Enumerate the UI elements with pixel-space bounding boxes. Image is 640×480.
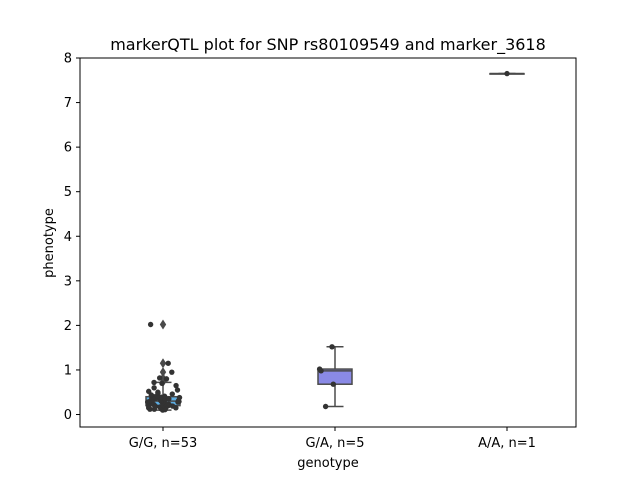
outlier-marker xyxy=(159,319,167,330)
data-point xyxy=(147,321,154,328)
x-tick-label: G/G, n=53 xyxy=(129,436,197,451)
data-point xyxy=(151,385,157,391)
y-tick-label: 4 xyxy=(64,230,72,245)
y-tick-label: 3 xyxy=(64,274,72,289)
data-point xyxy=(151,379,157,386)
data-point xyxy=(159,380,165,387)
data-point xyxy=(169,369,175,375)
data-point xyxy=(176,394,183,401)
x-axis-label: genotype xyxy=(297,456,358,471)
data-point xyxy=(316,366,323,372)
point-group xyxy=(145,321,183,413)
y-tick-label: 7 xyxy=(64,96,72,111)
point-group xyxy=(316,344,337,410)
y-tick-label: 8 xyxy=(64,52,72,67)
outlier-marker xyxy=(159,358,167,369)
data-point xyxy=(330,381,337,387)
data-point xyxy=(156,375,163,381)
y-tick-label: 2 xyxy=(64,319,72,334)
data-point xyxy=(174,387,181,393)
y-tick-label: 1 xyxy=(64,363,72,378)
data-point xyxy=(155,389,161,395)
data-point xyxy=(322,403,329,410)
plot-area xyxy=(145,70,525,413)
y-tick-label: 0 xyxy=(64,408,72,423)
data-point xyxy=(173,382,179,389)
x-tick-label: G/A, n=5 xyxy=(305,436,364,451)
data-point xyxy=(169,391,175,397)
data-point xyxy=(161,393,168,399)
data-point xyxy=(329,344,335,350)
x-axis: G/G, n=53 G/A, n=5 A/A, n=1 xyxy=(129,427,536,451)
outlier-marker xyxy=(159,372,167,383)
data-point xyxy=(504,70,510,77)
point-group xyxy=(504,70,510,77)
plot-frame xyxy=(79,57,577,428)
box-group xyxy=(317,346,353,408)
y-tick-label: 6 xyxy=(64,141,72,156)
chart-title: markerQTL plot for SNP rs80109549 and ma… xyxy=(110,35,546,55)
data-point xyxy=(165,360,171,366)
data-point xyxy=(146,388,152,395)
data-point xyxy=(166,396,172,402)
y-axis: 0 1 2 3 4 5 6 7 8 xyxy=(64,52,80,423)
data-point xyxy=(163,376,170,382)
outlier-marker xyxy=(159,367,167,378)
y-axis-label: phenotype xyxy=(42,208,57,278)
y-tick-label: 5 xyxy=(64,185,72,200)
x-tick-label: A/A, n=1 xyxy=(478,436,536,451)
